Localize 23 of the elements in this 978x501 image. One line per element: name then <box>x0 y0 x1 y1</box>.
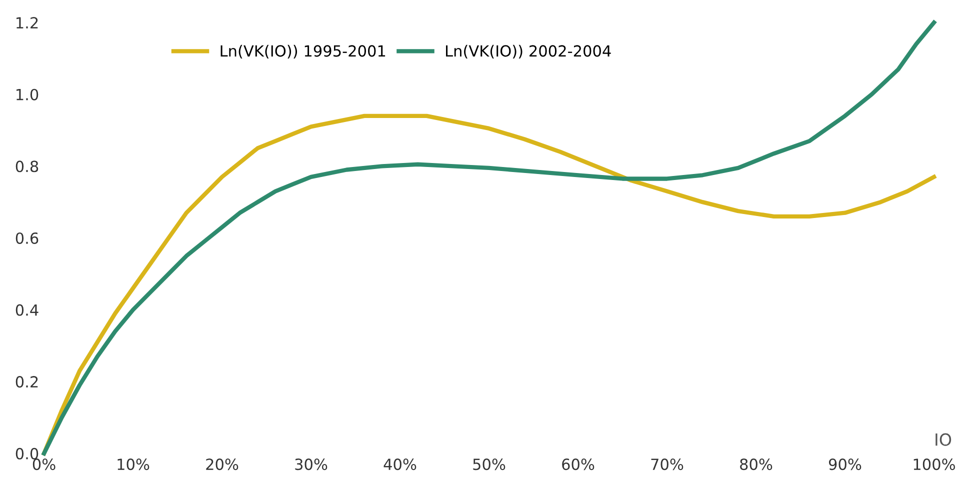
y-tick-label: 0.6 <box>16 232 38 244</box>
x-tick-label: 60% <box>562 458 594 470</box>
x-tick-label: 70% <box>651 458 684 470</box>
x-tick-label: 20% <box>206 458 238 470</box>
y-tick-label: 1.0 <box>16 88 38 100</box>
y-tick-label: 1.2 <box>16 17 38 28</box>
y-tick-label: 0.4 <box>16 304 38 316</box>
y-tick-label: 0.8 <box>16 160 38 172</box>
y-tick-label: 0.0 <box>16 448 38 460</box>
x-axis-title: IO <box>936 433 952 446</box>
legend-label: Ln(VK(IO)) 1995-2001 <box>220 44 386 59</box>
line-series <box>42 20 936 456</box>
line-series <box>42 114 936 456</box>
x-tick-label: 100% <box>914 458 955 470</box>
x-tick-label: 80% <box>740 458 772 470</box>
x-tick-label: 40% <box>384 458 416 470</box>
x-tick-label: 10% <box>118 458 150 470</box>
x-tick-label: 30% <box>295 458 328 470</box>
y-tick-label: 0.2 <box>16 376 38 388</box>
legend-label: Ln(VK(IO)) 2002-2004 <box>446 44 611 59</box>
x-tick-label: 0% <box>32 458 56 470</box>
x-tick-label: 90% <box>828 458 862 470</box>
x-tick-label: 50% <box>473 458 506 470</box>
